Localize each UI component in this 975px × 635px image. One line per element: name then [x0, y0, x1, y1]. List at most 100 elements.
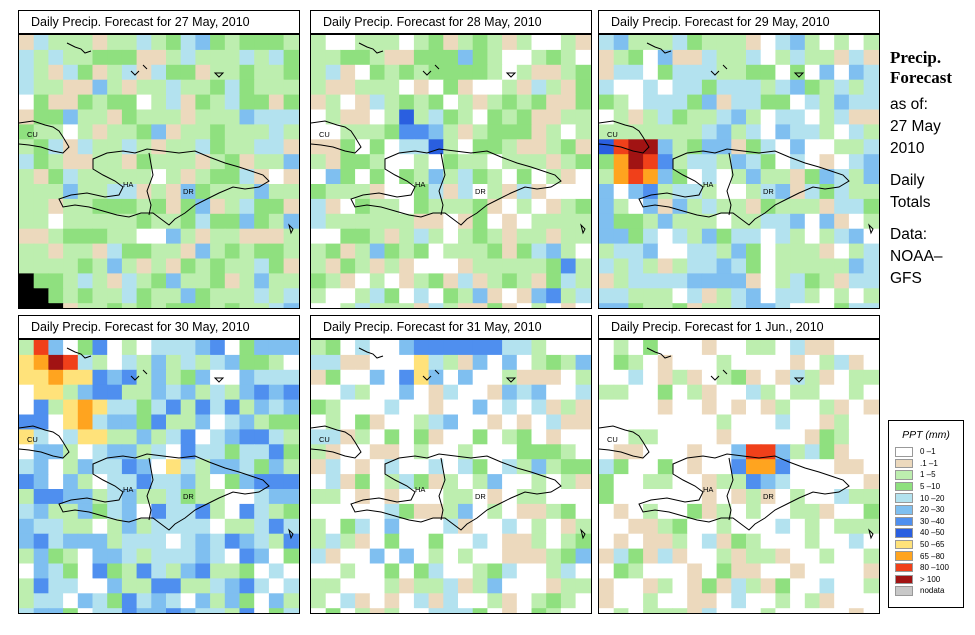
legend-item: .1 –1	[895, 458, 963, 470]
forecast-cell	[283, 384, 299, 401]
forecast-cell	[77, 578, 94, 594]
forecast-cell	[19, 64, 35, 81]
forecast-cell	[180, 608, 196, 613]
forecast-cell	[413, 533, 430, 550]
forecast-cell	[443, 154, 459, 170]
forecast-cell	[311, 548, 327, 565]
forecast-date-line1: 27 May	[890, 118, 941, 135]
forecast-cell	[672, 578, 688, 594]
forecast-cell	[531, 184, 547, 200]
forecast-cell	[760, 459, 776, 475]
forecast-cell	[166, 414, 182, 430]
forecast-cell	[224, 273, 241, 289]
forecast-cell	[502, 548, 518, 565]
coastline-outline	[19, 42, 294, 235]
forecast-cell	[369, 354, 386, 371]
forecast-cell	[210, 548, 226, 565]
forecast-cell	[502, 243, 518, 260]
forecast-cell	[325, 340, 341, 356]
forecast-cell	[48, 548, 64, 565]
forecast-cell	[283, 518, 299, 535]
forecast-cell	[63, 213, 79, 230]
forecast-cell	[121, 578, 138, 594]
forecast-cell	[239, 414, 255, 430]
legend-label: 40 –50	[920, 528, 945, 538]
forecast-cell	[819, 198, 835, 215]
forecast-cell	[107, 35, 123, 51]
forecast-panel-1-jun: Daily Precip. Forecast for 1 Jun., 2010 …	[598, 315, 880, 614]
map-label-ha: HA	[703, 180, 713, 189]
forecast-cell	[613, 608, 629, 613]
forecast-cell	[413, 608, 430, 613]
forecast-cell	[340, 94, 356, 111]
forecast-cell	[283, 354, 299, 371]
forecast-cell	[775, 429, 791, 445]
forecast-cell	[428, 213, 444, 230]
forecast-cell	[384, 79, 400, 96]
forecast-cell	[166, 198, 182, 215]
forecast-cell	[166, 354, 182, 371]
forecast-date-line2: 2010	[890, 140, 925, 157]
forecast-cell	[701, 593, 718, 609]
forecast-cell	[716, 578, 732, 594]
forecast-cell	[413, 593, 430, 609]
forecast-cell	[628, 369, 644, 386]
forecast-cell	[775, 489, 791, 505]
forecast-cell	[340, 243, 356, 260]
forecast-cell	[716, 354, 732, 371]
forecast-cell	[790, 94, 806, 111]
forecast-cell	[672, 533, 688, 550]
forecast-cell	[443, 503, 459, 520]
forecast-cell	[340, 154, 356, 170]
forecast-cell	[775, 340, 791, 356]
forecast-cell	[819, 354, 835, 371]
forecast-cell	[63, 124, 79, 140]
forecast-cell	[716, 303, 732, 308]
forecast-cell	[224, 258, 241, 274]
forecast-cell	[760, 94, 776, 111]
forecast-cell	[731, 578, 747, 594]
forecast-cell	[575, 459, 591, 475]
forecast-cell	[599, 288, 615, 304]
forecast-cell	[77, 154, 94, 170]
forecast-cell	[210, 533, 226, 550]
forecast-cell	[502, 228, 518, 245]
forecast-cell	[672, 369, 688, 386]
forecast-cell	[672, 608, 688, 613]
forecast-cell	[672, 384, 688, 401]
forecast-cell	[643, 399, 659, 416]
forecast-cell	[369, 49, 386, 66]
forecast-cell	[136, 49, 152, 66]
forecast-cell	[701, 489, 718, 505]
forecast-cell	[384, 429, 400, 445]
forecast-cell	[731, 243, 747, 260]
forecast-cell	[531, 340, 547, 356]
forecast-cell	[210, 444, 226, 460]
forecast-cell	[48, 563, 64, 579]
forecast-cell	[701, 243, 718, 260]
forecast-cell	[848, 303, 865, 308]
forecast-cell	[254, 459, 270, 475]
forecast-cell	[268, 384, 285, 401]
forecast-cell	[701, 578, 718, 594]
forecast-cell	[384, 213, 400, 230]
forecast-cell	[121, 198, 138, 215]
forecast-cell	[180, 49, 196, 66]
forecast-cell	[531, 139, 547, 155]
forecast-cell	[254, 35, 270, 51]
forecast-cell	[254, 608, 270, 613]
forecast-cell	[92, 444, 108, 460]
forecast-cell	[531, 459, 547, 475]
forecast-cell	[687, 79, 703, 96]
forecast-cell	[613, 474, 629, 490]
forecast-cell	[775, 139, 791, 155]
forecast-cell	[195, 384, 211, 401]
forecast-cell	[355, 243, 371, 260]
forecast-cell	[340, 578, 356, 594]
forecast-cell	[834, 548, 850, 565]
forecast-cell	[107, 79, 123, 96]
forecast-cell	[48, 79, 64, 96]
forecast-cell	[546, 79, 562, 96]
forecast-cell	[311, 273, 327, 289]
forecast-cell	[790, 533, 806, 550]
